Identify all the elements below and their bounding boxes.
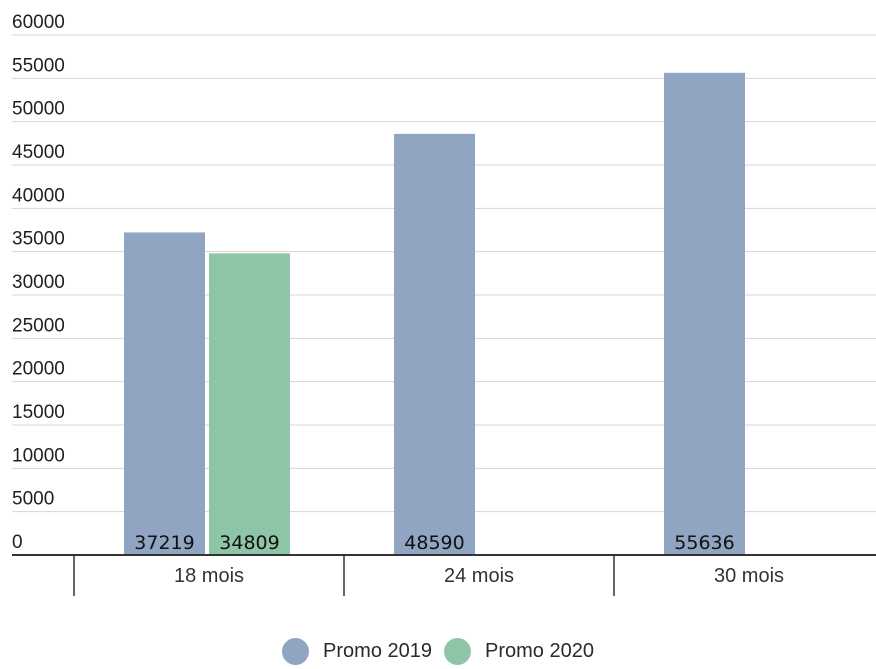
bar[interactable] bbox=[664, 72, 745, 555]
legend: Promo 2019 Promo 2020 bbox=[0, 633, 876, 669]
y-axis-tick-labels: 0 5000 10000 15000 20000 25000 30000 35000 40000… bbox=[12, 12, 65, 553]
bar[interactable] bbox=[394, 133, 475, 556]
bar[interactable] bbox=[209, 253, 290, 555]
x-tick-label: 30 mois bbox=[714, 565, 784, 587]
y-tick-label: 50000 bbox=[12, 99, 65, 120]
legend-label-promo-2020: Promo 2020 bbox=[485, 639, 594, 662]
bar-chart: 0 5000 10000 15000 20000 25000 30000 35000 40000… bbox=[12, 12, 876, 596]
y-tick-label: 20000 bbox=[12, 359, 65, 380]
legend-swatch-promo-2019 bbox=[282, 637, 310, 665]
y-tick-label: 40000 bbox=[12, 185, 65, 206]
legend-swatch-promo-2020 bbox=[444, 637, 471, 665]
y-tick-label: 30000 bbox=[12, 272, 65, 293]
y-tick-label: 45000 bbox=[12, 142, 65, 163]
y-tick-label: 35000 bbox=[12, 229, 65, 250]
x-tick-label: 18 mois bbox=[174, 565, 244, 587]
legend-item-promo-2020[interactable]: Promo 2020 bbox=[444, 637, 594, 665]
bar[interactable] bbox=[124, 232, 205, 555]
legend-label-promo-2019: Promo 2019 bbox=[323, 639, 432, 662]
data-label: 55636 bbox=[674, 532, 734, 554]
y-tick-label: 5000 bbox=[12, 489, 54, 510]
y-tick-label: 10000 bbox=[12, 445, 65, 466]
x-tick-label: 24 mois bbox=[444, 565, 514, 587]
y-tick-label: 55000 bbox=[12, 55, 65, 76]
legend-item-promo-2019[interactable]: Promo 2019 bbox=[282, 637, 432, 665]
x-axis: 18 mois 24 mois 30 mois bbox=[73, 555, 784, 596]
data-label: 34809 bbox=[219, 532, 279, 554]
bars bbox=[124, 72, 745, 556]
data-label: 37219 bbox=[134, 532, 194, 554]
data-label: 48590 bbox=[404, 532, 464, 554]
y-tick-label: 60000 bbox=[12, 12, 65, 33]
y-tick-label: 15000 bbox=[12, 402, 65, 423]
y-tick-label: 0 bbox=[12, 532, 23, 553]
y-tick-label: 25000 bbox=[12, 315, 65, 336]
data-labels: 37219 34809 48590 55636 bbox=[134, 532, 734, 554]
